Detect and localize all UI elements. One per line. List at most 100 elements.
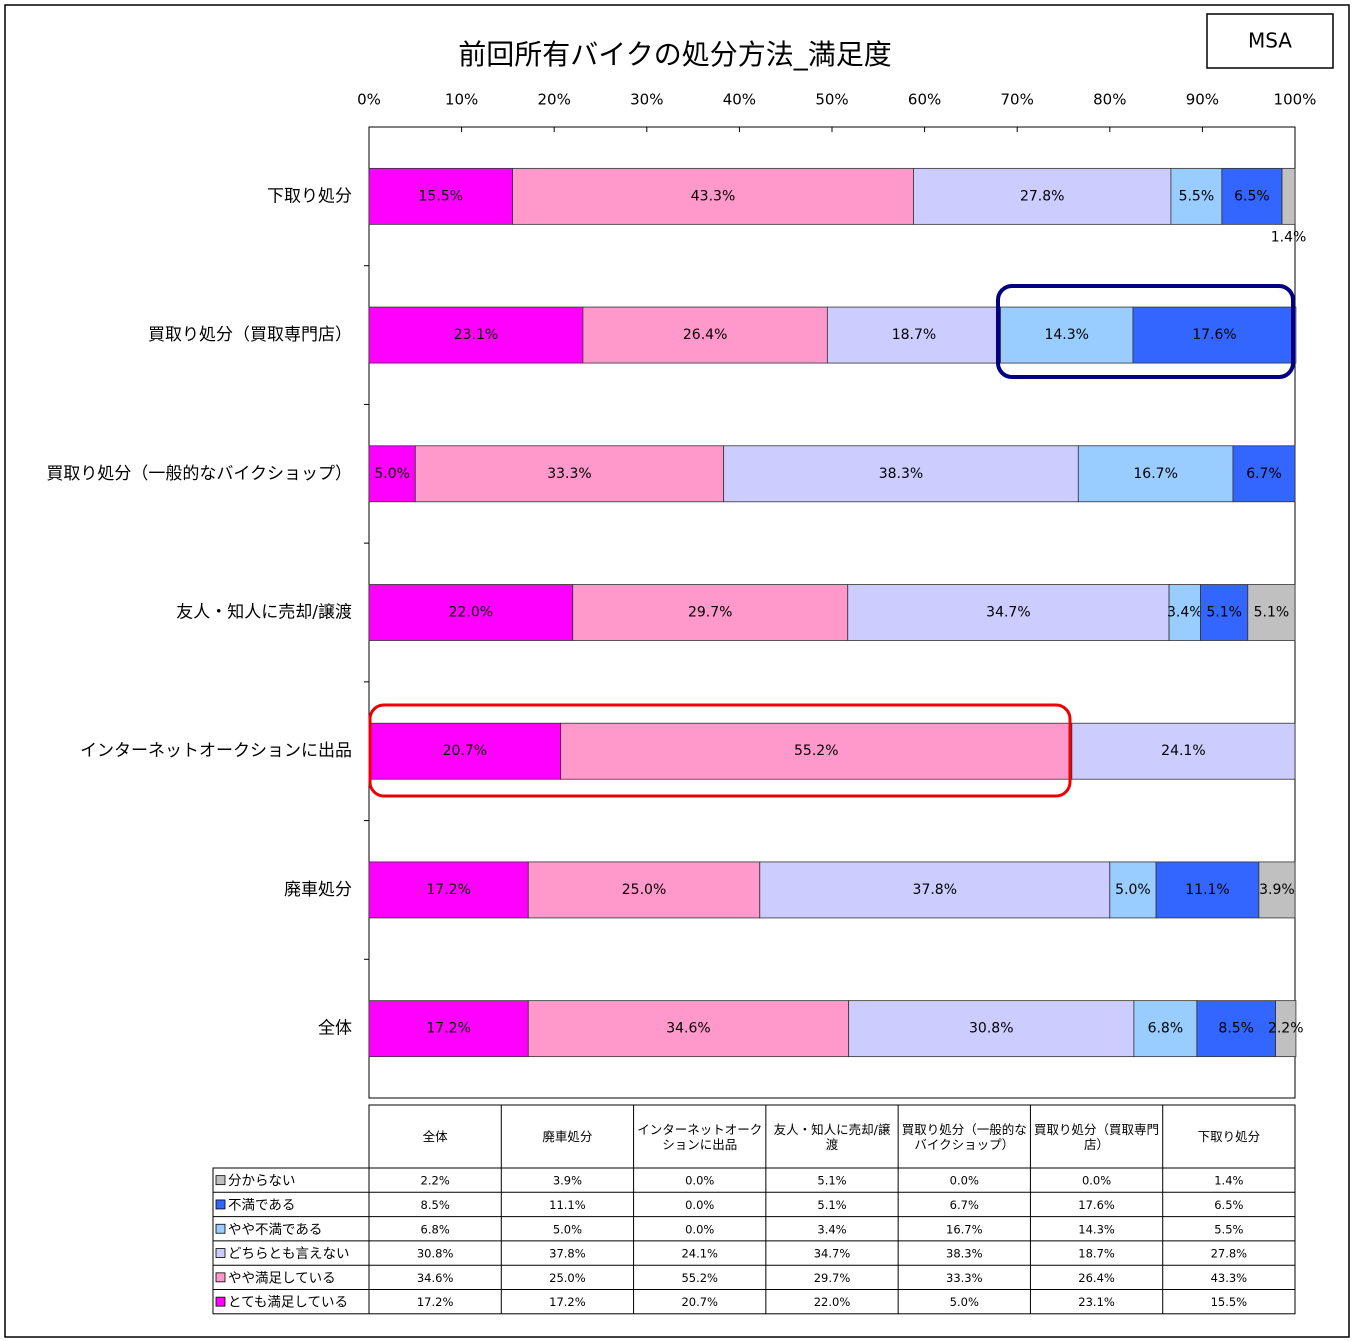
data-label: 2.2% xyxy=(1268,1021,1304,1037)
table-cell: 8.5% xyxy=(421,1198,450,1212)
chart-title: 前回所有バイクの処分方法_満足度 xyxy=(458,38,891,71)
bar-segment xyxy=(1281,167,1296,225)
table-cell: 43.3% xyxy=(1211,1271,1248,1285)
bar-segment xyxy=(527,861,761,919)
y-tick-label: 廃車処分 xyxy=(284,880,352,900)
bar-segment xyxy=(1133,1000,1198,1058)
data-label: 5.1% xyxy=(1254,605,1290,621)
data-label: 6.5% xyxy=(1234,188,1270,204)
data-label: 38.3% xyxy=(879,466,923,482)
table-cell: 25.0% xyxy=(549,1271,586,1285)
data-label: 3.9% xyxy=(1259,882,1295,898)
table-cell: 22.0% xyxy=(814,1295,851,1309)
table-cell: 23.1% xyxy=(1078,1295,1115,1309)
legend-key xyxy=(215,1223,226,1234)
table-cell: 17.2% xyxy=(549,1295,586,1309)
table-header: 友人・知人に売却/譲渡 xyxy=(773,1121,891,1152)
x-tick-label: 50% xyxy=(815,91,848,109)
x-tick-label: 70% xyxy=(1001,91,1034,109)
x-tick-label: 20% xyxy=(538,91,571,109)
legend-key xyxy=(215,1248,226,1258)
table-cell: 6.7% xyxy=(950,1198,979,1212)
table-cell: 0.0% xyxy=(685,1198,714,1212)
bar-segment xyxy=(723,445,1079,503)
bar-segment xyxy=(1275,1000,1297,1058)
table-header-cell: 買取り処分（一般的なバイクショップ） xyxy=(902,1122,1027,1152)
table-cell: 1.4% xyxy=(1214,1174,1243,1188)
bar-segment xyxy=(414,445,725,503)
bar-segment xyxy=(1247,584,1296,641)
table-cell: 0.0% xyxy=(950,1174,979,1188)
table-cell: 15.5% xyxy=(1211,1295,1248,1309)
table-header-cell: 下取り処分 xyxy=(1198,1129,1261,1144)
y-tick-label: 買取り処分（一般的なバイクショップ） xyxy=(46,464,352,484)
data-label: 43.3% xyxy=(691,188,735,204)
y-tick-label: 買取り処分（買取専門店） xyxy=(148,325,352,345)
bar-segment xyxy=(1000,306,1134,364)
table-cell: 20.7% xyxy=(681,1295,718,1309)
table-cell: 34.6% xyxy=(417,1271,454,1285)
table-cell: 29.7% xyxy=(814,1271,851,1285)
highlight-box xyxy=(368,703,1072,798)
legend-label: やや不満である xyxy=(228,1222,322,1238)
table-cell: 33.3% xyxy=(946,1271,983,1285)
x-tick-label: 90% xyxy=(1186,91,1219,109)
data-label: 55.2% xyxy=(794,743,838,759)
data-label: 29.7% xyxy=(688,605,732,621)
y-tick-label: 友人・知人に売却/譲渡 xyxy=(176,603,352,623)
bar-segment xyxy=(1258,861,1296,919)
data-label: 27.8% xyxy=(1020,188,1064,204)
x-tick-label: 0% xyxy=(357,91,381,109)
table-cell: 6.8% xyxy=(421,1222,450,1236)
table-header: 廃車処分 xyxy=(542,1129,593,1144)
data-label: 18.7% xyxy=(892,327,936,343)
data-label: 30.8% xyxy=(969,1021,1013,1037)
table-cell: 37.8% xyxy=(549,1247,586,1261)
x-tick-label: 100% xyxy=(1274,91,1317,109)
bar-segment xyxy=(826,306,1001,364)
data-label: 33.3% xyxy=(547,466,591,482)
data-label: 22.0% xyxy=(449,605,493,621)
bar-segment xyxy=(1077,445,1234,503)
table-header-cell: 友人・知人に売却/譲渡 xyxy=(773,1121,891,1152)
y-tick-label: 全体 xyxy=(318,1019,352,1039)
x-tick-label: 80% xyxy=(1093,91,1126,109)
data-label: 16.7% xyxy=(1133,466,1177,482)
table-header-cell: 買取り処分（買取専門店） xyxy=(1034,1122,1159,1152)
legend-label: どちらとも言えない xyxy=(228,1246,350,1262)
data-label: 8.5% xyxy=(1218,1021,1254,1037)
data-label: 6.7% xyxy=(1246,466,1282,482)
legend-key xyxy=(215,1199,226,1210)
badge: MSA xyxy=(1248,29,1292,53)
table-cell: 0.0% xyxy=(685,1222,714,1236)
bar-segment xyxy=(582,306,828,364)
table-cell: 0.0% xyxy=(685,1174,714,1188)
bar-segment xyxy=(368,445,416,503)
data-label: 34.6% xyxy=(666,1021,710,1037)
bar-segment xyxy=(527,1000,850,1058)
table-cell: 26.4% xyxy=(1078,1271,1115,1285)
bar-segment xyxy=(1155,861,1260,919)
data-label: 6.8% xyxy=(1148,1021,1184,1037)
data-label: 5.0% xyxy=(1115,882,1151,898)
legend-label: 不満である xyxy=(228,1197,295,1213)
table-cell: 18.7% xyxy=(1078,1247,1115,1261)
x-tick-label: 60% xyxy=(908,91,941,109)
table-cell: 5.1% xyxy=(817,1174,846,1188)
table-header: 全体 xyxy=(422,1129,448,1144)
table-header-cell: インターネットオークションに出品 xyxy=(637,1122,762,1152)
table-cell: 17.6% xyxy=(1078,1198,1115,1212)
legend-label: とても満足している xyxy=(228,1295,348,1311)
x-tick-label: 30% xyxy=(630,91,663,109)
table-header-cell: 全体 xyxy=(422,1129,448,1144)
bar-segment xyxy=(1221,167,1283,225)
bar-segment xyxy=(1109,861,1157,919)
data-label: 1.4% xyxy=(1271,229,1307,245)
bar-segment xyxy=(368,1000,529,1058)
table-cell: 27.8% xyxy=(1211,1247,1248,1261)
legend-label: 分からない xyxy=(228,1173,296,1189)
table-cell: 38.3% xyxy=(946,1247,983,1261)
highlight-box xyxy=(996,284,1295,379)
bar-segment xyxy=(759,861,1111,919)
